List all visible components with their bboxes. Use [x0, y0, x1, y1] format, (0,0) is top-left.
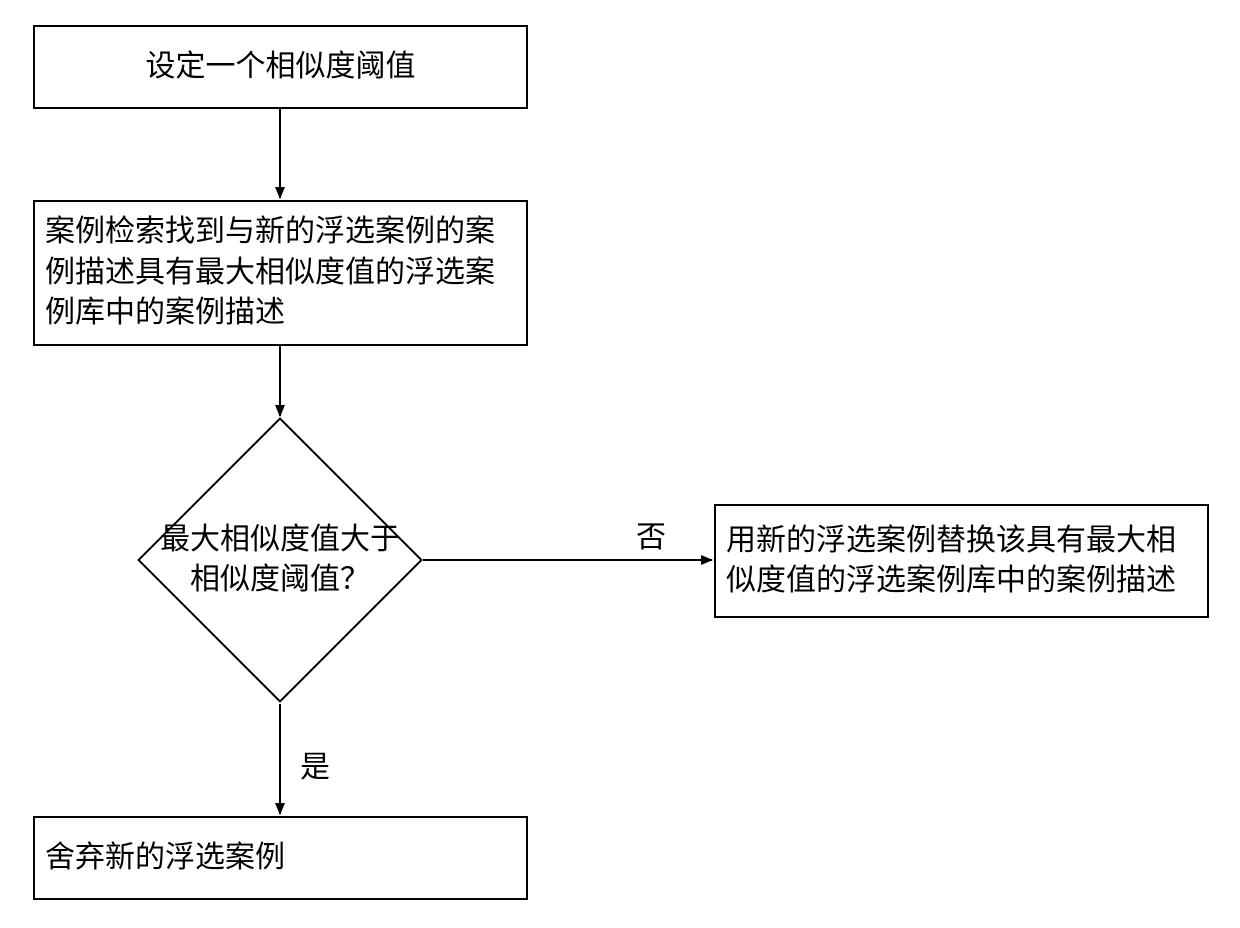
node-label: 用新的浮选案例替换该具有最大相 似度值的浮选案例库中的案例描述: [726, 521, 1197, 602]
node-case-retrieval: 案例检索找到与新的浮选案例的案 例描述具有最大相似度值的浮选案 例库中的案例描述: [33, 200, 528, 346]
edge-label-no: 否: [636, 512, 666, 556]
node-label: 设定一个相似度阈值: [146, 47, 416, 88]
node-label: 舍弃新的浮选案例: [45, 838, 285, 879]
node-discard-case: 舍弃新的浮选案例: [33, 816, 528, 900]
node-replace-case: 用新的浮选案例替换该具有最大相 似度值的浮选案例库中的案例描述: [714, 504, 1209, 618]
flowchart-canvas: 设定一个相似度阈值 案例检索找到与新的浮选案例的案 例描述具有最大相似度值的浮选…: [0, 0, 1240, 928]
decision-label: 最大相似度值大于 相似度阈值？: [120, 500, 440, 620]
node-label: 案例检索找到与新的浮选案例的案 例描述具有最大相似度值的浮选案 例库中的案例描述: [45, 212, 516, 334]
edge-label-yes: 是: [300, 742, 330, 786]
node-set-threshold: 设定一个相似度阈值: [33, 25, 528, 109]
